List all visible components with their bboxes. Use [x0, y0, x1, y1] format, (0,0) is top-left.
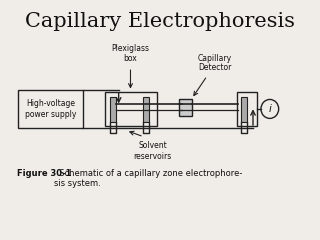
Bar: [237, 91, 257, 126]
Text: i: i: [268, 104, 271, 114]
Bar: [18, 90, 83, 128]
Text: High-voltage
power supply: High-voltage power supply: [25, 99, 76, 119]
Bar: [241, 97, 247, 122]
Text: Plexiglass
box: Plexiglass box: [111, 44, 149, 63]
Bar: [110, 97, 116, 122]
Text: Figure 30-1: Figure 30-1: [17, 169, 71, 178]
Bar: [105, 91, 157, 126]
Bar: [143, 97, 149, 122]
Text: Detector: Detector: [198, 63, 231, 72]
Circle shape: [261, 99, 279, 118]
Text: Capillary Electrophoresis: Capillary Electrophoresis: [25, 12, 295, 31]
Text: Capillary: Capillary: [197, 54, 232, 63]
Text: Solvent
reservoirs: Solvent reservoirs: [133, 141, 172, 161]
Text: Schematic of a capillary zone electrophore-
sis system.: Schematic of a capillary zone electropho…: [54, 169, 243, 188]
Bar: [179, 99, 192, 116]
